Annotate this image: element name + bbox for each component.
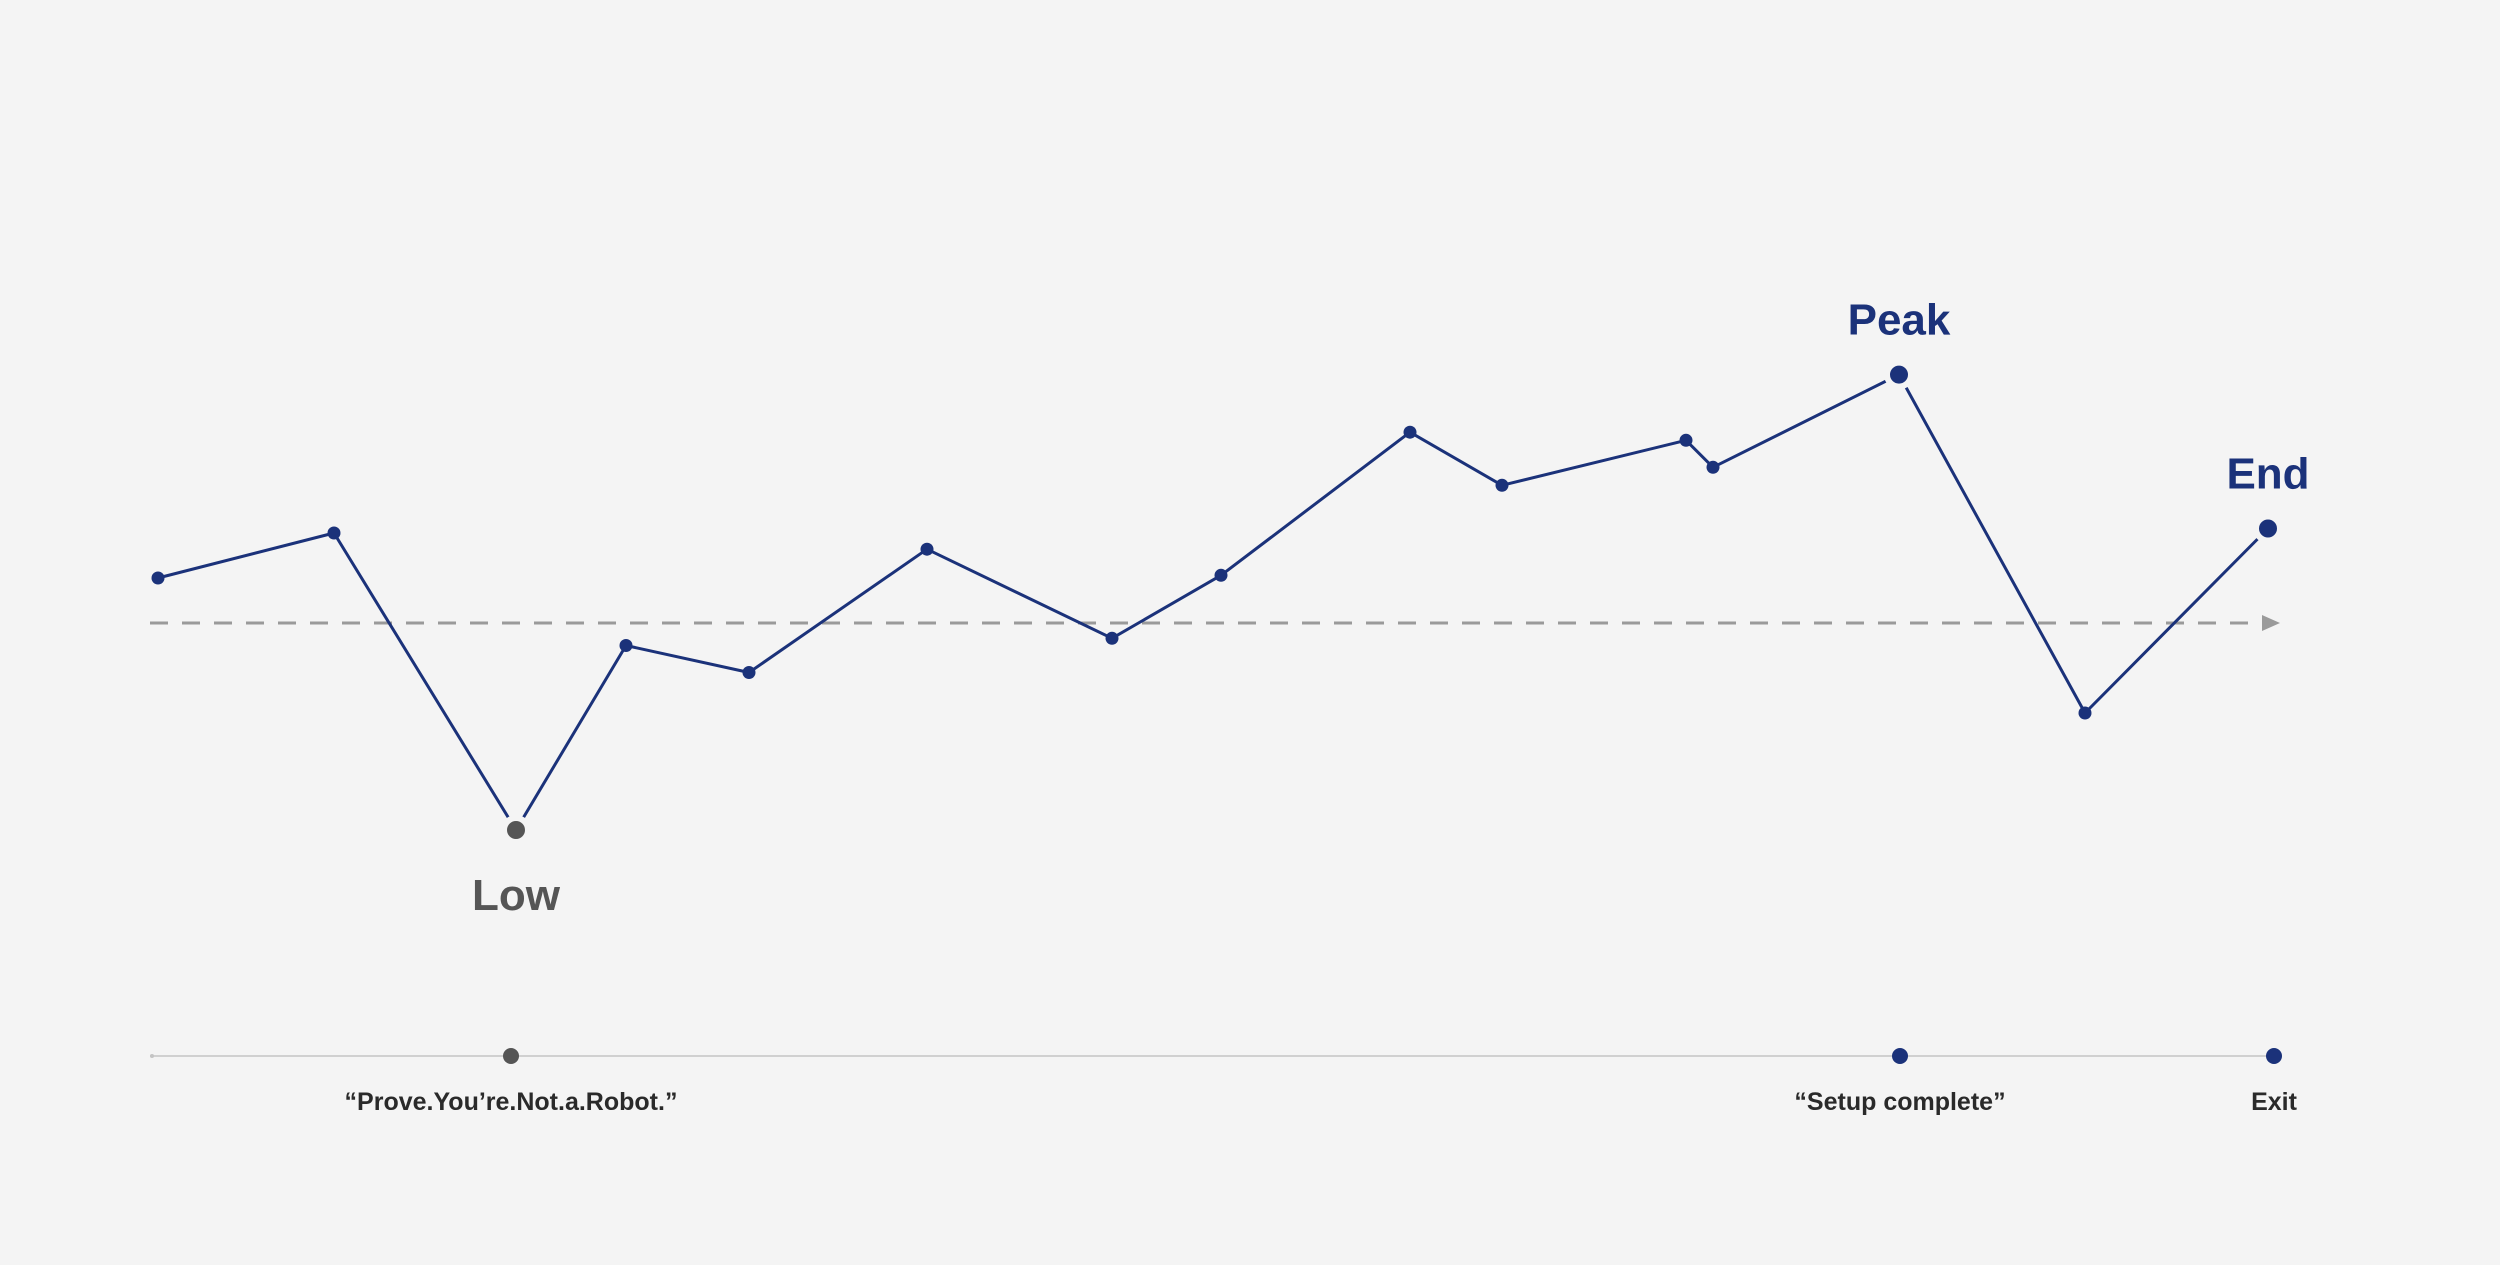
event-marker (2266, 1048, 2282, 1064)
callout-label-end: End (2226, 450, 2309, 499)
data-point (619, 639, 633, 652)
data-point-end (2253, 513, 2283, 544)
timeline-start-marker (150, 1054, 154, 1058)
data-point (1403, 425, 1417, 439)
data-point (742, 666, 756, 679)
event-label: “Prove.You’re.Not.a.Robot.” (345, 1088, 678, 1116)
data-point (327, 526, 341, 540)
callout-layer: Low Peak End (472, 296, 2310, 920)
event-label: “Setup complete” (1794, 1088, 2005, 1116)
event-layer: “Prove.You’re.Not.a.Robot.” “Setup comple… (150, 1048, 2298, 1116)
point-layer (151, 359, 2283, 845)
series-line (157, 373, 2270, 832)
data-point (1214, 568, 1228, 582)
data-point (151, 571, 165, 585)
data-point-peak (1884, 359, 1914, 390)
data-point (1105, 631, 1119, 645)
data-point (1706, 460, 1720, 474)
data-point (1679, 433, 1693, 447)
data-point (920, 542, 934, 556)
data-point (1495, 478, 1509, 492)
callout-label-low: Low (472, 871, 561, 920)
data-point-low (501, 815, 531, 845)
event-marker (1892, 1048, 1908, 1064)
callout-label-peak: Peak (1848, 296, 1951, 345)
event-label: Exit (2251, 1088, 2298, 1116)
event-marker (503, 1048, 519, 1064)
baseline-arrow-icon (2262, 615, 2280, 631)
data-point (2078, 706, 2092, 720)
